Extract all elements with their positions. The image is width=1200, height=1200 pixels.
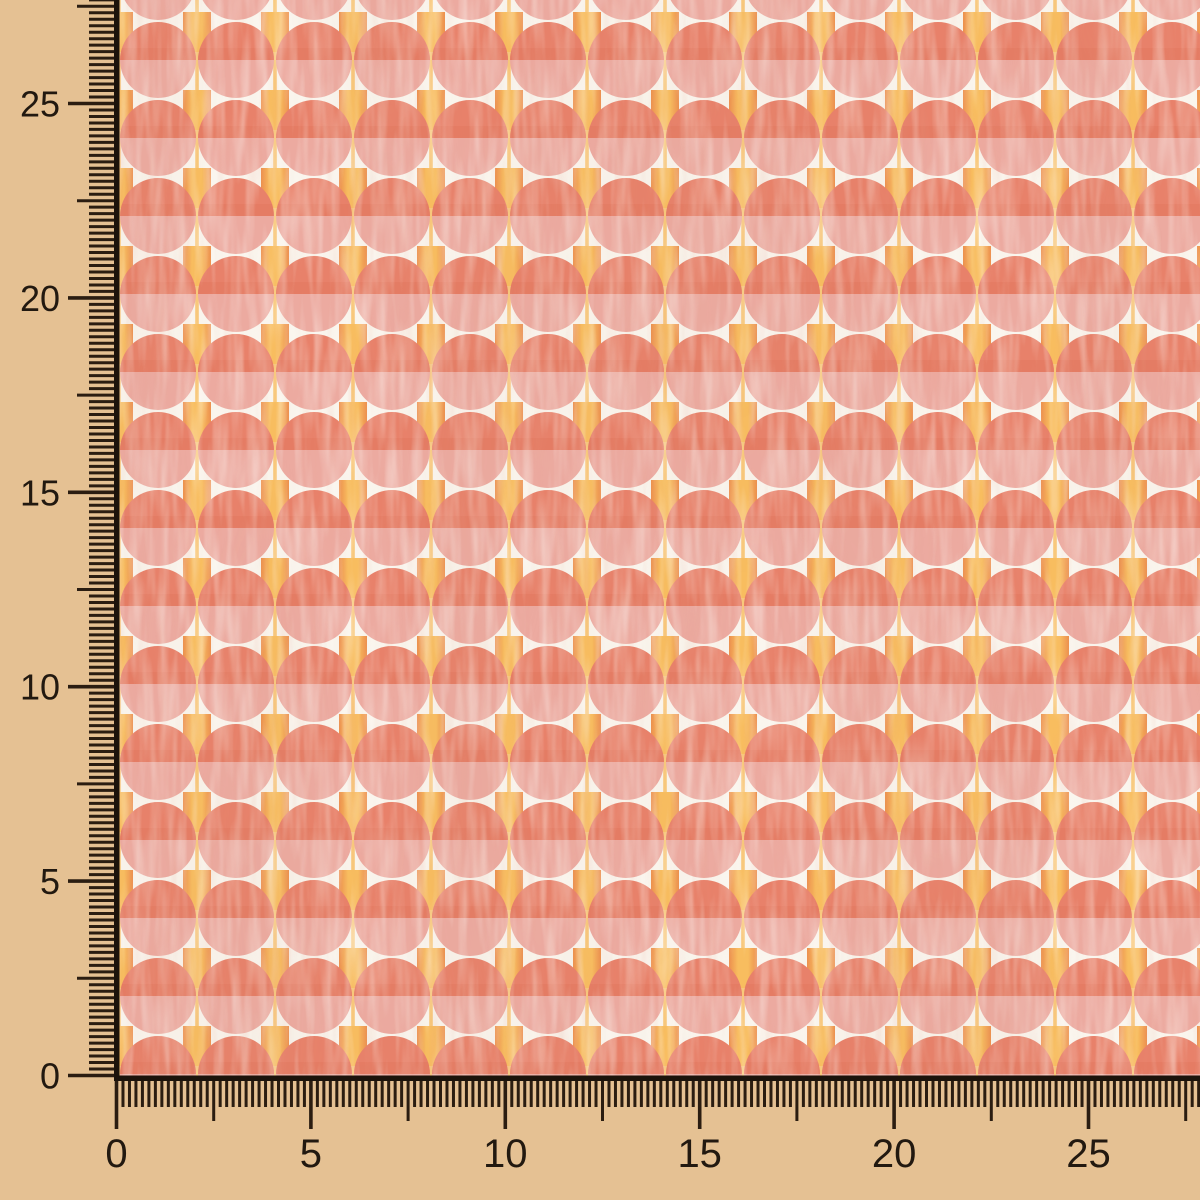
left-ruler-label: 25 (20, 84, 60, 125)
bottom-ruler: 0 5 10 15 20 25 (105, 1081, 1200, 1176)
bottom-ruler-label: 0 (105, 1132, 127, 1176)
left-ruler: 0 5 10 15 20 25 (20, 0, 114, 1097)
bottom-ruler-label: 20 (872, 1132, 917, 1176)
bottom-ruler-label: 15 (677, 1132, 722, 1176)
bottom-ruler-label: 5 (300, 1132, 322, 1176)
left-ruler-label: 10 (20, 667, 60, 708)
bottom-ruler-label: 25 (1066, 1132, 1111, 1176)
fabric-print (119, 0, 1200, 1076)
fabric-bottom-edge (114, 1075, 1200, 1081)
bottom-ruler-label: 10 (483, 1132, 528, 1176)
fabric-left-edge (114, 0, 120, 1081)
fabric-swatch (114, 0, 1200, 1081)
left-ruler-label: 15 (20, 472, 60, 513)
left-ruler-label: 0 (40, 1056, 60, 1097)
left-ruler-label: 20 (20, 278, 60, 319)
left-ruler-label: 5 (40, 861, 60, 902)
